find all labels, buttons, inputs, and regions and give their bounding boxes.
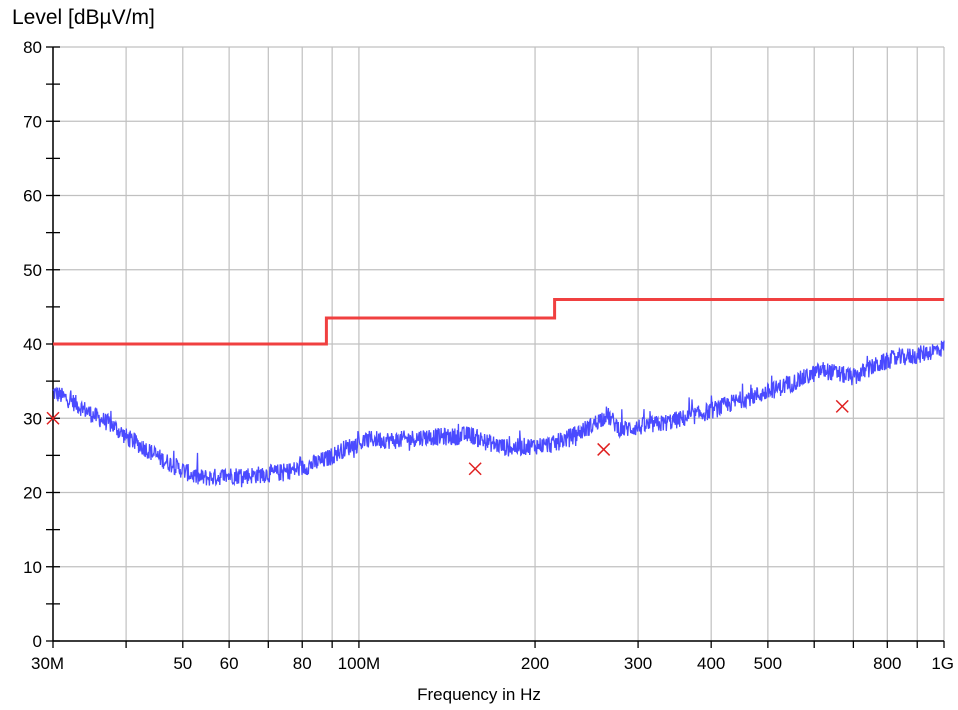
y-tick-label: 60 [23, 187, 42, 206]
y-tick-label: 0 [33, 632, 42, 651]
x-tick-label: 50 [173, 654, 192, 673]
peak-marker [835, 399, 849, 413]
x-tick-label: 1G [931, 654, 954, 673]
peak-marker-stroke [468, 462, 482, 476]
y-tick-label: 70 [23, 112, 42, 131]
x-axis-title: Frequency in Hz [417, 685, 541, 704]
x-tick-label: 200 [521, 654, 549, 673]
limit-line-group [53, 298, 944, 346]
marker-group [46, 399, 849, 476]
peak-marker-stroke [46, 411, 60, 425]
x-tick-label: 30M [31, 654, 64, 673]
x-tick-label: 60 [220, 654, 239, 673]
x-tick-label: 500 [754, 654, 782, 673]
trace-group [52, 340, 945, 488]
x-tick-label: 400 [697, 654, 725, 673]
peak-marker-stroke [597, 442, 611, 456]
y-tick-label: 80 [23, 38, 42, 57]
peak-marker [46, 411, 60, 425]
peak-marker-stroke [835, 399, 849, 413]
y-tick-label: 50 [23, 261, 42, 280]
y-tick-label: 30 [23, 409, 42, 428]
y-tick-label: 40 [23, 335, 42, 354]
x-tick-label: 80 [293, 654, 312, 673]
axes: 0 10 20 30 40 50 60 70 80 30M 50 60 80 100M 200 300 400 5… [23, 38, 954, 673]
peak-marker [597, 442, 611, 456]
limit-line [53, 298, 944, 346]
y-tick-label: 10 [23, 558, 42, 577]
peak-marker [468, 462, 482, 476]
measurement-trace [52, 340, 945, 488]
x-tick-label: 300 [624, 654, 652, 673]
y-tick-label: 20 [23, 484, 42, 503]
x-tick-label: 100M [338, 654, 381, 673]
y-axis-title: Level [dBµV/m] [12, 6, 155, 29]
x-tick-label: 800 [873, 654, 901, 673]
